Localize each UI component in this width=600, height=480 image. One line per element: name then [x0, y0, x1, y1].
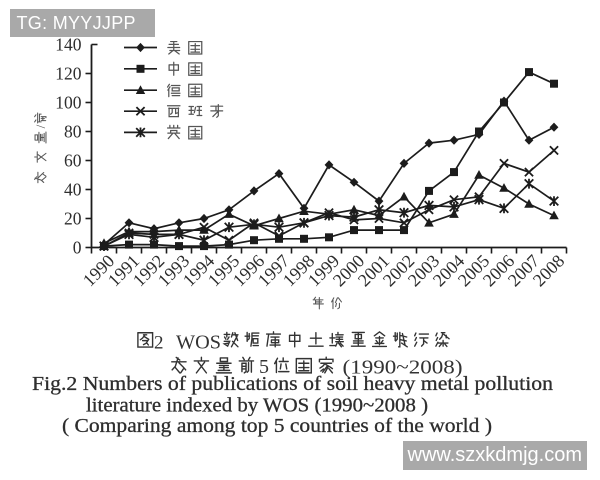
svg-text:Fig.2 Numbers of publications: Fig.2 Numbers of publications of soil he…	[32, 373, 553, 395]
svg-text:0: 0	[73, 238, 82, 258]
svg-text:literature indexed by WOS (199: literature indexed by WOS (1990~2008 )	[86, 395, 428, 417]
svg-text:( Comparing among top 5 countr: ( Comparing among top 5 countries of the…	[62, 415, 492, 437]
svg-text:20: 20	[64, 209, 82, 229]
svg-text:40: 40	[64, 180, 82, 200]
svg-text:60: 60	[64, 151, 82, 171]
svg-text:140: 140	[55, 35, 82, 55]
svg-text:/: /	[33, 124, 48, 128]
svg-text:WOS: WOS	[176, 332, 221, 354]
svg-text:80: 80	[64, 122, 82, 142]
svg-text:2: 2	[154, 333, 164, 354]
svg-text:100: 100	[55, 93, 82, 113]
svg-text:5: 5	[259, 356, 269, 378]
svg-text:120: 120	[55, 64, 82, 84]
svg-text:(1990~2008): (1990~2008)	[343, 357, 463, 379]
